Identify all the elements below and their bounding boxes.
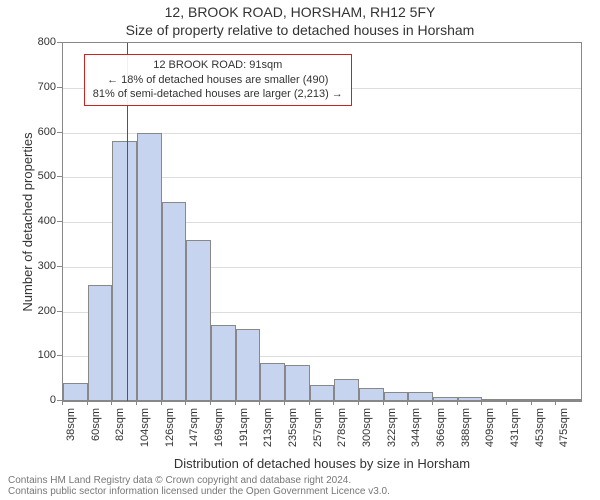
xtick-label: 82sqm xyxy=(114,408,126,458)
xtick-label: 388sqm xyxy=(460,408,472,458)
ytick-mark xyxy=(57,221,62,222)
histogram-bar xyxy=(556,399,581,401)
xtick-label: 104sqm xyxy=(139,408,151,458)
histogram-bar xyxy=(408,392,433,401)
histogram-bar xyxy=(137,133,162,402)
ytick-label: 700 xyxy=(6,81,56,93)
histogram-bar xyxy=(285,365,310,401)
xtick-label: 344sqm xyxy=(410,408,422,458)
ytick-mark xyxy=(57,176,62,177)
xtick-label: 147sqm xyxy=(188,408,200,458)
histogram-bar xyxy=(310,385,335,401)
address-line: 12, BROOK ROAD, HORSHAM, RH12 5FY xyxy=(0,4,600,20)
xtick-label: 126sqm xyxy=(164,408,176,458)
histogram-bar xyxy=(88,285,113,401)
ytick-mark xyxy=(57,311,62,312)
histogram-bar xyxy=(532,399,557,401)
ytick-label: 200 xyxy=(6,305,56,317)
xtick-mark xyxy=(407,400,408,405)
xtick-mark xyxy=(531,400,532,405)
annotation-box: 12 BROOK ROAD: 91sqm ← 18% of detached h… xyxy=(84,54,352,107)
figure-container: 12, BROOK ROAD, HORSHAM, RH12 5FY Size o… xyxy=(0,0,600,500)
xtick-mark xyxy=(62,400,63,405)
ytick-label: 0 xyxy=(6,394,56,406)
xtick-mark xyxy=(111,400,112,405)
histogram-bar xyxy=(211,325,236,401)
annotation-line-3: 81% of semi-detached houses are larger (… xyxy=(93,87,343,102)
histogram-bar xyxy=(458,397,483,401)
xtick-mark xyxy=(457,400,458,405)
xtick-mark xyxy=(87,400,88,405)
xtick-mark xyxy=(555,400,556,405)
xtick-label: 475sqm xyxy=(558,408,570,458)
ytick-mark xyxy=(57,42,62,43)
xtick-label: 191sqm xyxy=(238,408,250,458)
x-axis-label: Distribution of detached houses by size … xyxy=(62,456,582,471)
xtick-label: 60sqm xyxy=(90,408,102,458)
histogram-bar xyxy=(359,388,384,401)
xtick-label: 235sqm xyxy=(287,408,299,458)
histogram-bar xyxy=(236,329,261,401)
ytick-label: 300 xyxy=(6,260,56,272)
ytick-mark xyxy=(57,355,62,356)
xtick-mark xyxy=(210,400,211,405)
histogram-bar xyxy=(433,397,458,401)
xtick-label: 322sqm xyxy=(386,408,398,458)
histogram-bar xyxy=(63,383,88,401)
plot-area: 12 BROOK ROAD: 91sqm ← 18% of detached h… xyxy=(62,42,582,402)
ytick-label: 600 xyxy=(6,126,56,138)
xtick-mark xyxy=(259,400,260,405)
xtick-mark xyxy=(309,400,310,405)
xtick-label: 169sqm xyxy=(213,408,225,458)
xtick-mark xyxy=(383,400,384,405)
histogram-bar xyxy=(482,399,507,401)
histogram-bar xyxy=(112,141,137,401)
chart-subtitle: Size of property relative to detached ho… xyxy=(0,22,600,38)
ytick-label: 500 xyxy=(6,170,56,182)
ytick-label: 100 xyxy=(6,349,56,361)
histogram-bar xyxy=(334,379,359,401)
xtick-label: 213sqm xyxy=(262,408,274,458)
xtick-mark xyxy=(161,400,162,405)
histogram-bar xyxy=(260,363,285,401)
xtick-mark xyxy=(481,400,482,405)
footer-line-2: Contains public sector information licen… xyxy=(8,486,390,497)
xtick-mark xyxy=(235,400,236,405)
annotation-line-1: 12 BROOK ROAD: 91sqm xyxy=(93,58,343,73)
xtick-mark xyxy=(136,400,137,405)
xtick-label: 300sqm xyxy=(361,408,373,458)
ytick-mark xyxy=(57,266,62,267)
xtick-mark xyxy=(358,400,359,405)
ytick-label: 400 xyxy=(6,215,56,227)
xtick-mark xyxy=(185,400,186,405)
xtick-label: 38sqm xyxy=(65,408,77,458)
ytick-label: 800 xyxy=(6,36,56,48)
xtick-label: 278sqm xyxy=(336,408,348,458)
histogram-bar xyxy=(186,240,211,401)
xtick-label: 409sqm xyxy=(484,408,496,458)
xtick-label: 431sqm xyxy=(509,408,521,458)
xtick-mark xyxy=(333,400,334,405)
xtick-mark xyxy=(506,400,507,405)
footer-attribution: Contains HM Land Registry data © Crown c… xyxy=(8,475,390,497)
xtick-label: 257sqm xyxy=(312,408,324,458)
xtick-label: 453sqm xyxy=(534,408,546,458)
xtick-label: 366sqm xyxy=(435,408,447,458)
xtick-mark xyxy=(284,400,285,405)
histogram-bar xyxy=(507,399,532,401)
footer-line-1: Contains HM Land Registry data © Crown c… xyxy=(8,475,390,486)
xtick-mark xyxy=(432,400,433,405)
histogram-bar xyxy=(384,392,409,401)
ytick-mark xyxy=(57,87,62,88)
histogram-bar xyxy=(162,202,187,401)
ytick-mark xyxy=(57,132,62,133)
annotation-line-2: ← 18% of detached houses are smaller (49… xyxy=(93,73,343,88)
